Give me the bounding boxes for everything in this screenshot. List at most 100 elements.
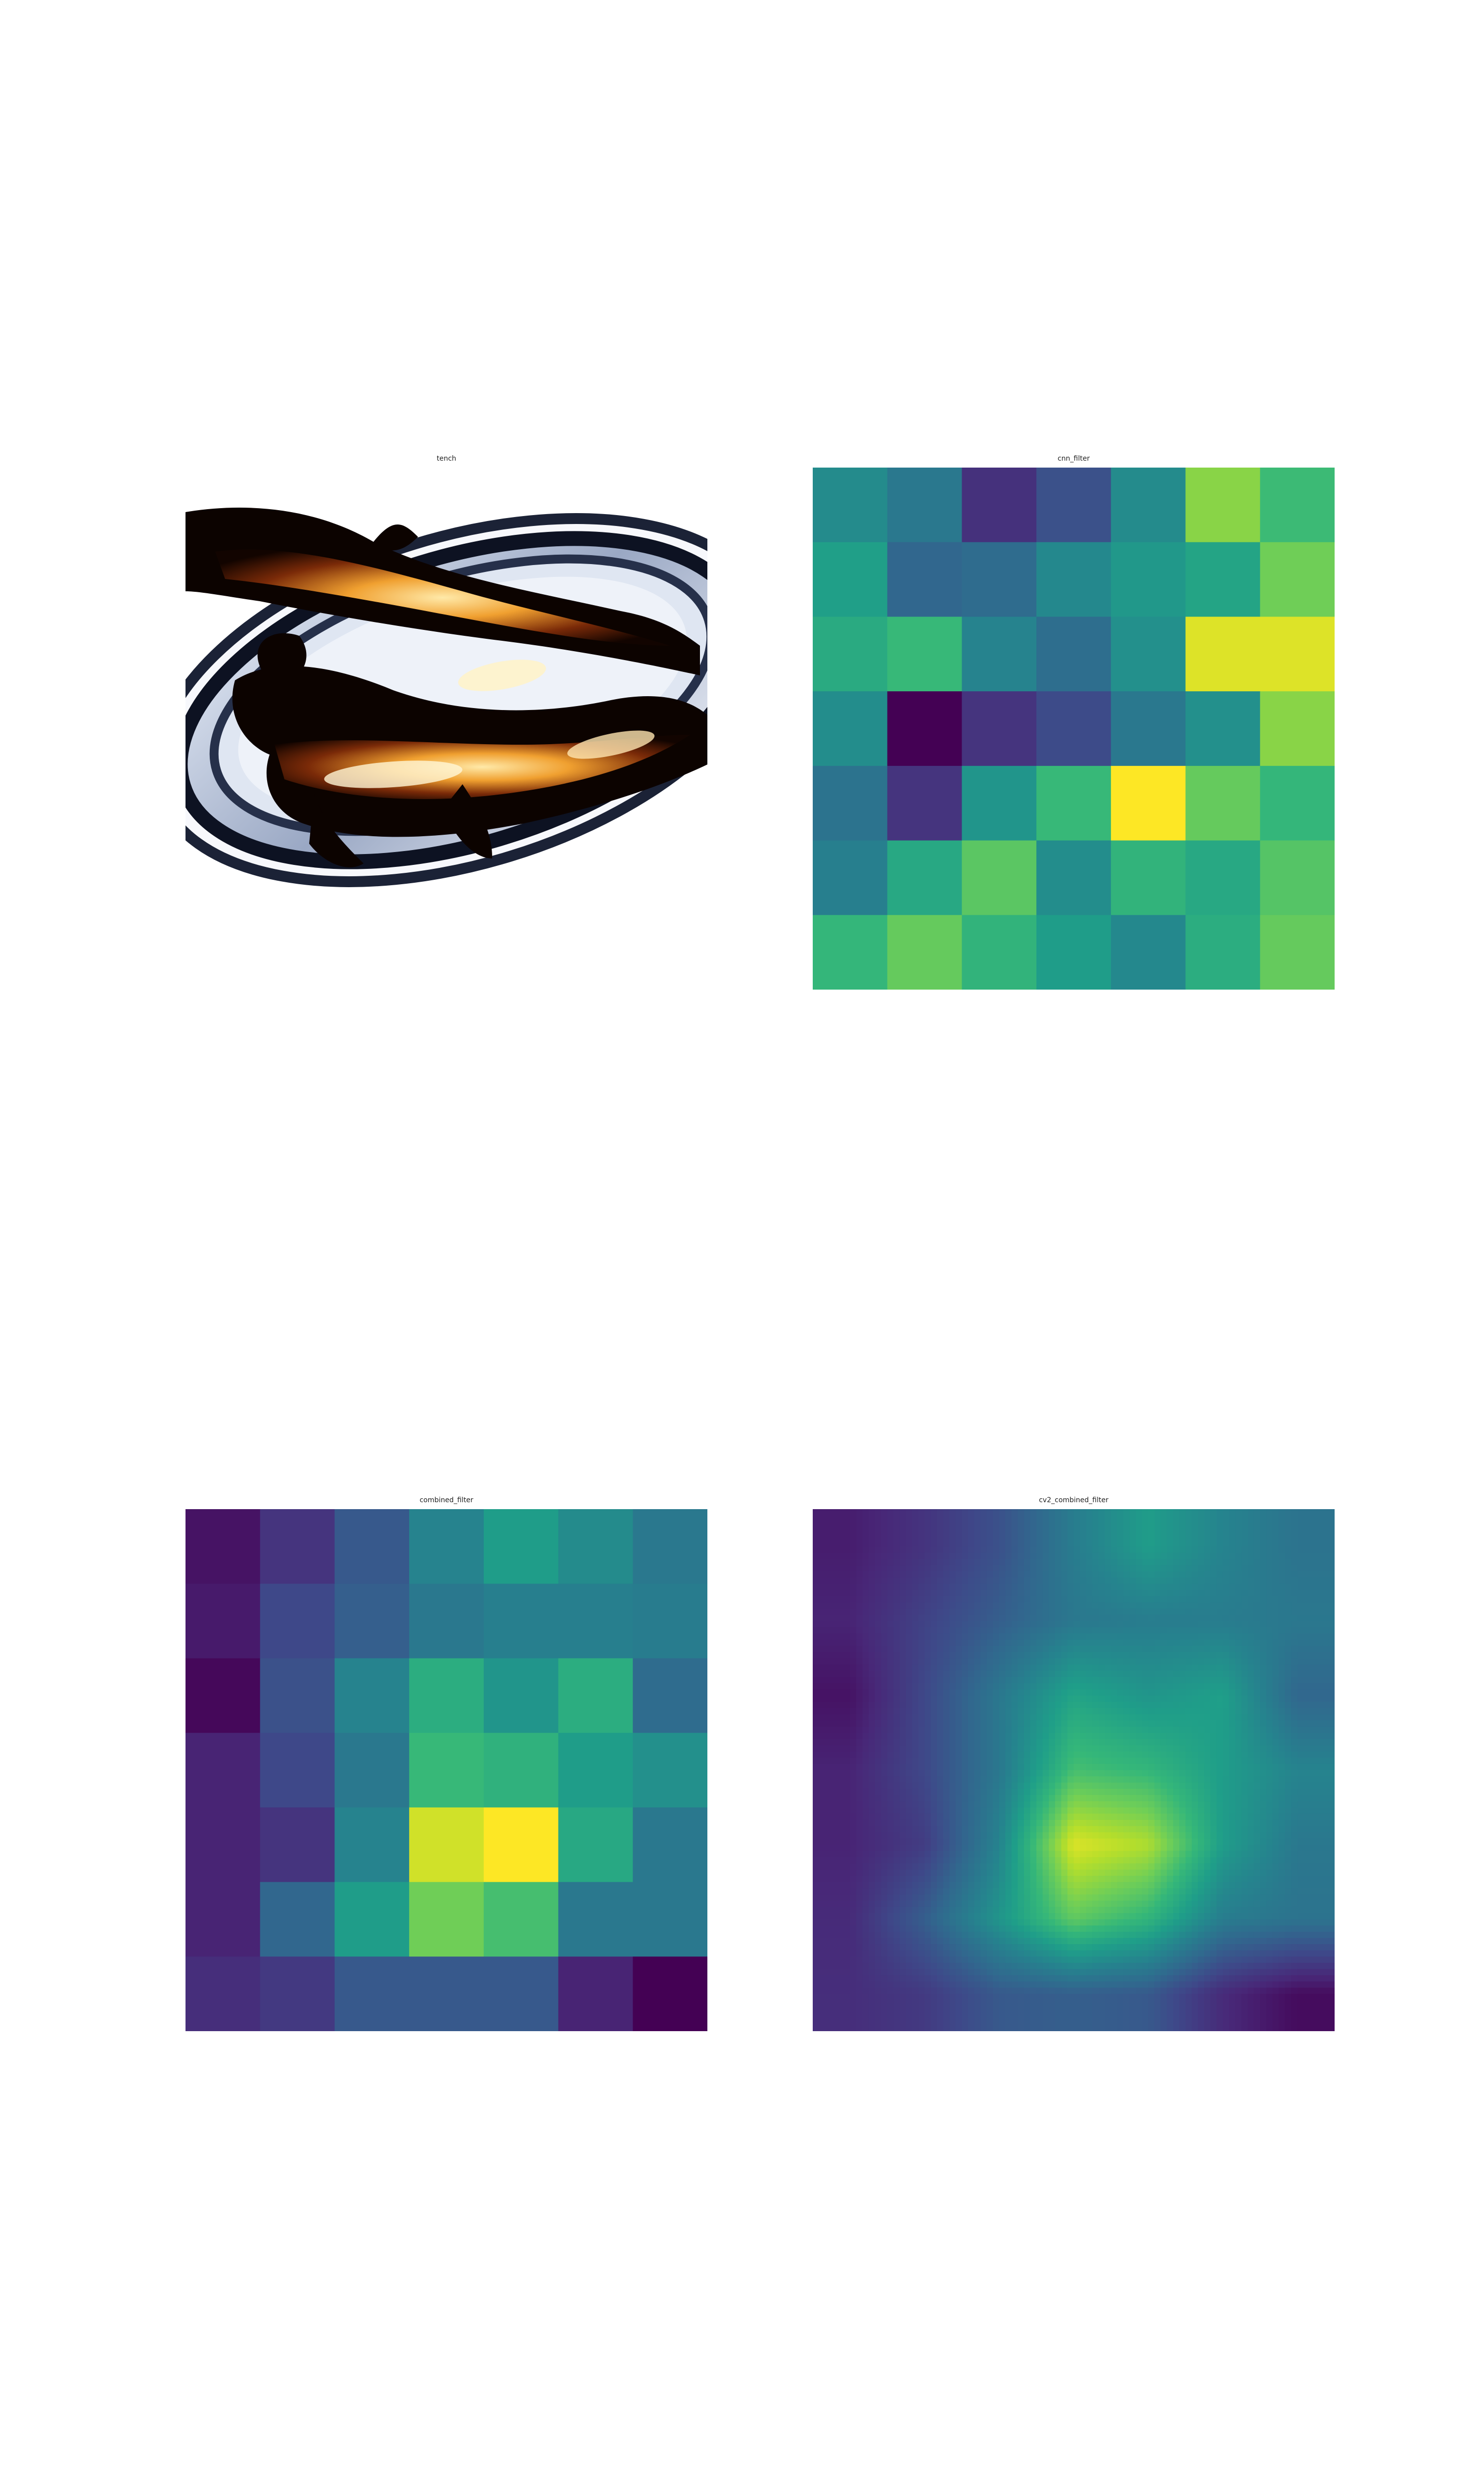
cv2-combined-filter-pixel-r10-c41	[1067, 1571, 1074, 1578]
cv2-combined-filter-pixel-r7-c6	[850, 1552, 857, 1560]
cv2-combined-filter-pixel-r10-c69	[1241, 1571, 1248, 1578]
cv2-combined-filter-pixel-r12-c54	[1148, 1583, 1155, 1590]
cv2-combined-filter-pixel-r27-c64	[1210, 1677, 1217, 1684]
cv2-combined-filter-pixel-r37-c62	[1198, 1739, 1205, 1746]
cv2-combined-filter-pixel-r29-c17	[918, 1689, 925, 1696]
cv2-combined-filter-pixel-r41-c79	[1303, 1763, 1310, 1771]
cv2-combined-filter-pixel-r7-c74	[1272, 1552, 1279, 1560]
cv2-combined-filter-pixel-r44-c11	[881, 1782, 888, 1789]
cv2-combined-filter-pixel-r54-c35	[1030, 1845, 1037, 1852]
cv2-combined-filter-pixel-r42-c22	[949, 1770, 956, 1777]
cv2-combined-filter-pixel-r47-c15	[906, 1801, 913, 1808]
cv2-combined-filter-pixel-r18-c36	[1036, 1621, 1043, 1628]
cv2-combined-filter-pixel-r46-c70	[1248, 1795, 1254, 1802]
cv2-combined-filter-pixel-r55-c27	[980, 1851, 987, 1857]
cv2-combined-filter-pixel-r1-c67	[1229, 1515, 1236, 1522]
cv2-combined-filter-pixel-r31-c61	[1192, 1702, 1199, 1709]
cv2-combined-filter-pixel-r56-c68	[1235, 1857, 1242, 1864]
cv2-combined-filter-pixel-r39-c11	[881, 1751, 888, 1758]
cv2-combined-filter-pixel-r51-c36	[1036, 1826, 1043, 1833]
cv2-combined-filter-pixel-r13-c60	[1185, 1590, 1192, 1597]
cv2-combined-filter-pixel-r18-c71	[1253, 1621, 1260, 1628]
cv2-combined-filter-pixel-r52-c57	[1166, 1832, 1174, 1839]
cv2-combined-filter-pixel-r27-c23	[955, 1677, 963, 1684]
cv2-combined-filter-pixel-r17-c2	[825, 1615, 832, 1621]
cv2-combined-filter-pixel-r38-c7	[856, 1745, 863, 1752]
cv2-combined-filter-pixel-r29-c62	[1198, 1689, 1205, 1696]
cv2-combined-filter-pixel-r11-c69	[1241, 1577, 1248, 1584]
cv2-combined-filter-pixel-r41-c45	[1092, 1763, 1099, 1771]
cv2-combined-filter-pixel-r25-c37	[1042, 1664, 1049, 1671]
cv2-combined-filter-pixel-r52-c54	[1148, 1832, 1155, 1839]
cv2-combined-filter-pixel-r32-c58	[1173, 1708, 1180, 1715]
cv2-combined-filter-pixel-r16-c29	[993, 1608, 1000, 1616]
cv2-combined-filter-pixel-r29-c26	[974, 1689, 981, 1696]
cv2-combined-filter-pixel-r48-c69	[1241, 1807, 1248, 1814]
cv2-combined-filter-pixel-r47-c7	[856, 1801, 863, 1808]
cv2-combined-filter-pixel-r46-c46	[1098, 1795, 1105, 1802]
cv2-combined-filter-pixel-r19-c8	[862, 1627, 869, 1634]
cv2-combined-filter-pixel-r26-c81	[1316, 1670, 1323, 1677]
cv2-combined-filter-pixel-r13-c22	[949, 1590, 956, 1597]
cnn-filter-cell-r5-c1	[887, 840, 963, 915]
cv2-combined-filter-pixel-r44-c69	[1241, 1782, 1248, 1789]
cv2-combined-filter-pixel-r35-c42	[1073, 1726, 1080, 1733]
cv2-combined-filter-pixel-r37-c26	[974, 1739, 981, 1746]
cv2-combined-filter-pixel-r35-c75	[1278, 1726, 1286, 1733]
panel-tench: tench	[186, 455, 707, 990]
cv2-combined-filter-pixel-r5-c13	[893, 1540, 900, 1547]
cv2-combined-filter-pixel-r11-c24	[962, 1577, 969, 1584]
cv2-combined-filter-pixel-r18-c60	[1185, 1621, 1192, 1628]
cv2-combined-filter-pixel-r13-c82	[1322, 1590, 1329, 1597]
cv2-combined-filter-pixel-r20-c23	[955, 1633, 963, 1640]
cv2-combined-filter-pixel-r12-c28	[986, 1583, 993, 1590]
cv2-combined-filter-pixel-r6-c62	[1198, 1546, 1205, 1553]
cv2-combined-filter-pixel-r19-c40	[1061, 1627, 1068, 1634]
cv2-combined-filter-pixel-r31-c69	[1241, 1702, 1248, 1709]
cv2-combined-filter-pixel-r7-c11	[881, 1552, 888, 1560]
cv2-combined-filter-pixel-r8-c35	[1030, 1559, 1037, 1566]
cv2-combined-filter-pixel-r40-c60	[1185, 1758, 1192, 1764]
cv2-combined-filter-pixel-r32-c56	[1160, 1708, 1167, 1715]
cv2-combined-filter-pixel-r4-c27	[980, 1534, 987, 1541]
cv2-combined-filter-pixel-r48-c7	[856, 1807, 863, 1814]
cv2-combined-filter-pixel-r24-c40	[1061, 1658, 1068, 1665]
cv2-combined-filter-pixel-r43-c54	[1148, 1776, 1155, 1783]
cv2-combined-filter-pixel-r36-c72	[1260, 1733, 1267, 1740]
cv2-combined-filter-pixel-r20-c56	[1160, 1633, 1167, 1640]
cv2-combined-filter-pixel-r5-c58	[1173, 1540, 1180, 1547]
cv2-combined-filter-pixel-r25-c46	[1098, 1664, 1105, 1671]
cv2-combined-filter-pixel-r57-c56	[1160, 1863, 1167, 1870]
cv2-combined-filter-pixel-r56-c32	[1011, 1857, 1019, 1864]
cv2-combined-filter-pixel-r26-c24	[962, 1670, 969, 1677]
cv2-combined-filter-pixel-r0-c21	[943, 1509, 950, 1516]
cv2-combined-filter-pixel-r20-c63	[1204, 1633, 1211, 1640]
cv2-combined-filter-pixel-r11-c44	[1086, 1577, 1093, 1584]
cv2-combined-filter-pixel-r51-c54	[1148, 1826, 1155, 1833]
cv2-combined-filter-pixel-r21-c78	[1297, 1639, 1304, 1646]
cv2-combined-filter-pixel-r34-c24	[962, 1720, 969, 1727]
cv2-combined-filter-pixel-r7-c76	[1285, 1552, 1292, 1560]
cv2-combined-filter-pixel-r20-c43	[1080, 1633, 1087, 1640]
cv2-combined-filter-pixel-r57-c6	[850, 1863, 857, 1870]
cv2-combined-filter-pixel-r4-c56	[1160, 1534, 1167, 1541]
cv2-combined-filter-pixel-r8-c5	[843, 1559, 850, 1566]
cv2-combined-filter-pixel-r57-c76	[1285, 1863, 1292, 1870]
cv2-combined-filter-pixel-r24-c57	[1166, 1658, 1174, 1665]
cv2-combined-filter-pixel-r7-c25	[968, 1552, 975, 1560]
cv2-combined-filter-pixel-r29-c43	[1080, 1689, 1087, 1696]
cv2-combined-filter-pixel-r27-c82	[1322, 1677, 1329, 1684]
cv2-combined-filter-pixel-r9-c48	[1111, 1565, 1118, 1572]
cv2-combined-filter-pixel-r19-c49	[1117, 1627, 1124, 1634]
cv2-combined-filter-pixel-r6-c56	[1160, 1546, 1167, 1553]
cv2-combined-filter-pixel-r31-c25	[968, 1702, 975, 1709]
cv2-combined-filter-pixel-r30-c75	[1278, 1695, 1286, 1702]
cv2-combined-filter-pixel-r44-c22	[949, 1782, 956, 1789]
cv2-combined-filter-pixel-r42-c77	[1291, 1770, 1298, 1777]
cv2-combined-filter-pixel-r2-c33	[1018, 1522, 1024, 1528]
cv2-combined-filter-pixel-r2-c56	[1160, 1522, 1167, 1528]
cv2-combined-filter-pixel-r27-c37	[1042, 1677, 1049, 1684]
cv2-combined-filter-pixel-r50-c13	[893, 1819, 900, 1827]
cv2-combined-filter-pixel-r23-c43	[1080, 1652, 1087, 1659]
cv2-combined-filter-pixel-r9-c6	[850, 1565, 857, 1572]
